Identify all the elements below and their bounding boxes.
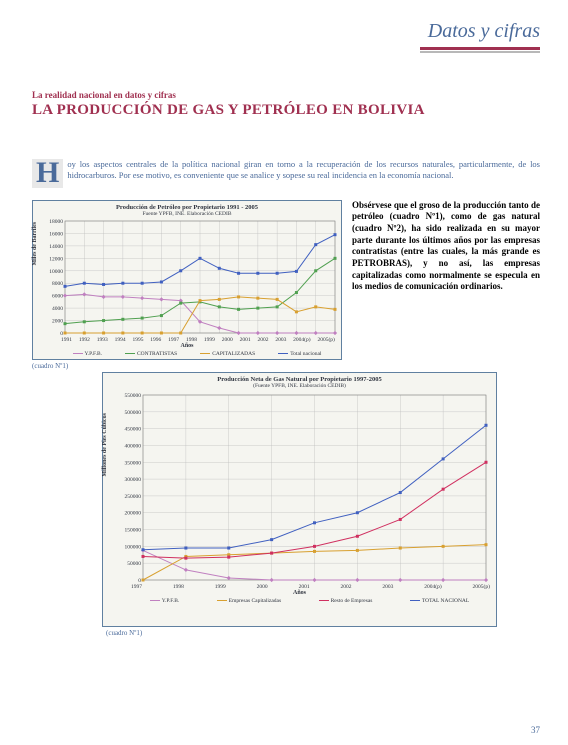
page-number: 37 (531, 725, 540, 735)
chart1-caption: (cuadro Nº1) (32, 362, 342, 370)
svg-text:14000: 14000 (49, 244, 63, 250)
svg-text:100000: 100000 (125, 544, 142, 550)
legend-item: TOTAL NACIONAL (410, 598, 469, 604)
svg-text:250000: 250000 (125, 494, 142, 500)
legend-item: Y.P.F.B. (73, 351, 103, 357)
svg-text:500000: 500000 (125, 409, 142, 415)
svg-text:150000: 150000 (125, 527, 142, 533)
svg-text:400000: 400000 (125, 443, 142, 449)
svg-text:18000: 18000 (49, 219, 63, 225)
svg-text:2000: 2000 (52, 318, 63, 324)
chart2-caption: (cuadro Nº1) (106, 629, 540, 637)
chart2-title: Producción Neta de Gas Natural por Propi… (103, 373, 496, 383)
chart-gas: Producción Neta de Gas Natural por Propi… (102, 372, 497, 627)
svg-text:16000: 16000 (49, 231, 63, 237)
legend-item: CONTRATISTAS (125, 351, 177, 357)
chart1-ylabel: Miles de Barriles (32, 221, 38, 265)
svg-text:200000: 200000 (125, 510, 142, 516)
svg-text:350000: 350000 (125, 460, 142, 466)
legend-item: Empresas Capitalizadas (217, 598, 281, 604)
svg-text:8000: 8000 (52, 281, 63, 287)
legend-item: Total nacional (278, 351, 321, 357)
svg-text:50000: 50000 (127, 561, 141, 567)
legend-item: CAPITALIZADAS (200, 351, 255, 357)
svg-text:4000: 4000 (52, 306, 63, 312)
svg-text:550000: 550000 (125, 393, 142, 399)
legend-item: Resto de Empresas (319, 598, 373, 604)
svg-text:10000: 10000 (49, 268, 63, 274)
chart1-title: Producción de Petróleo por Propietario 1… (33, 201, 341, 211)
chart-petroleum: Producción de Petróleo por Propietario 1… (32, 200, 342, 360)
svg-text:12000: 12000 (49, 256, 63, 262)
svg-text:6000: 6000 (52, 293, 63, 299)
subtitle: La realidad nacional en datos y cifras (32, 90, 540, 100)
dropcap: H (32, 159, 63, 188)
svg-text:450000: 450000 (125, 426, 142, 432)
svg-text:300000: 300000 (125, 477, 142, 483)
legend-item: Y.P.F.B. (150, 598, 180, 604)
page-title: LA PRODUCCIÓN DE GAS Y PETRÓLEO EN BOLIV… (32, 102, 540, 119)
side-paragraph: Obsérvese que el groso de la producción … (352, 200, 540, 370)
chart2-ylabel: Millones de Pies Cúbicos (102, 413, 108, 477)
intro-paragraph: H oy los aspectos centrales de la políti… (32, 159, 540, 188)
section-header: Datos y cifras (428, 20, 540, 45)
intro-text: oy los aspectos centrales de la política… (67, 159, 540, 182)
